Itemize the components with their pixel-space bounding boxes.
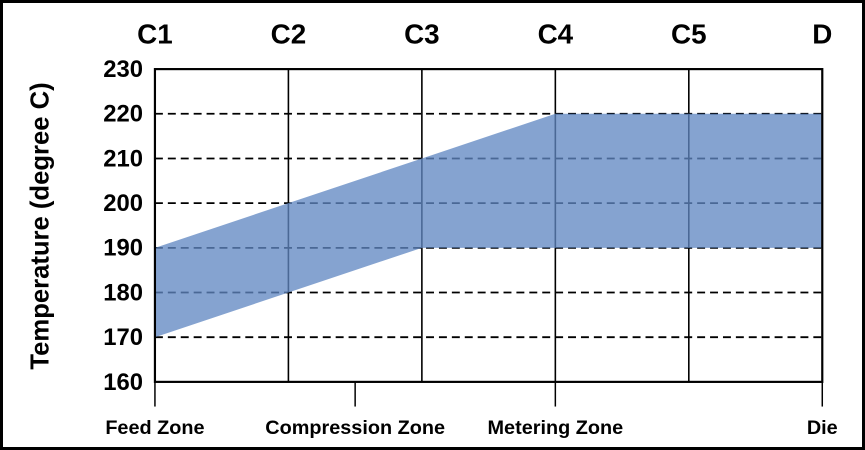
zone-label: Metering Zone — [488, 417, 624, 439]
y-axis-title: Temperature (degree C) — [27, 82, 55, 369]
y-axis-tick-label: 230 — [103, 56, 143, 83]
zone-label: Feed Zone — [105, 417, 204, 439]
top-axis-label: C2 — [271, 19, 307, 50]
y-axis-tick-label: 210 — [103, 145, 143, 172]
temperature-profile-chart: Feed Zone Compression Zone Metering Zone Di… — [27, 19, 838, 440]
y-axis-tick-label: 220 — [103, 101, 143, 128]
temperature-range-band — [154, 113, 823, 338]
y-axis-tick-label: 160 — [103, 369, 143, 396]
axes-group — [153, 68, 824, 407]
top-axis-label: C4 — [538, 19, 574, 50]
labels-group: Feed Zone Compression Zone Metering Zone Di… — [103, 19, 837, 440]
top-axis-label: C5 — [671, 19, 707, 50]
y-axis-tick-label: 190 — [103, 235, 143, 262]
plot-border — [153, 68, 824, 383]
zone-label: Die — [807, 417, 838, 439]
y-axis-tick-label: 180 — [103, 279, 143, 306]
top-axis-label: C1 — [137, 19, 173, 50]
zone-label: Compression Zone — [265, 417, 445, 439]
top-axis-label: C3 — [404, 19, 440, 50]
y-axis-tick-label: 170 — [103, 324, 143, 351]
y-axis-tick-label: 200 — [103, 190, 143, 217]
band-group — [154, 113, 823, 338]
top-axis-label: D — [812, 19, 832, 50]
